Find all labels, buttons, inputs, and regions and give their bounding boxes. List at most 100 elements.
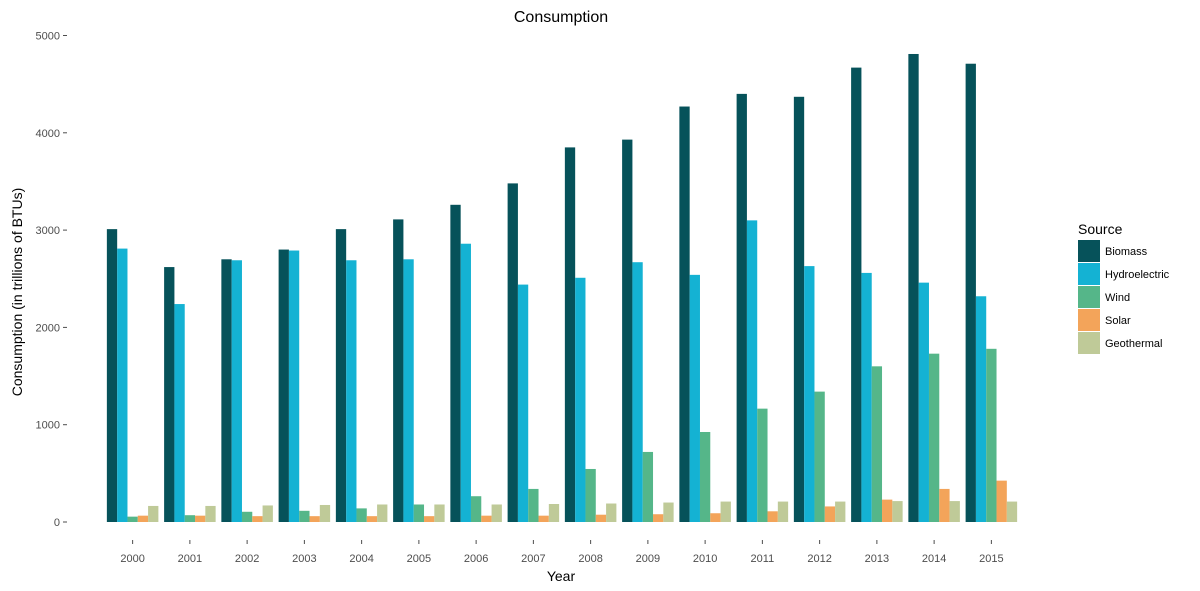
bar-wind-2015 bbox=[986, 348, 997, 522]
bar-geothermal-2005 bbox=[434, 504, 445, 522]
legend-label-biomass: Biomass bbox=[1105, 246, 1148, 258]
bar-solar-2003 bbox=[309, 516, 320, 522]
bar-biomass-2007 bbox=[507, 183, 518, 522]
bar-biomass-2002 bbox=[221, 259, 232, 522]
y-tick-label: 5000 bbox=[36, 31, 60, 43]
bar-hydroelectric-2002 bbox=[231, 260, 242, 522]
x-tick-label: 2000 bbox=[120, 553, 144, 565]
bar-wind-2013 bbox=[871, 366, 883, 522]
bar-wind-2003 bbox=[299, 510, 310, 522]
bar-geothermal-2010 bbox=[720, 501, 731, 522]
bar-solar-2002 bbox=[252, 516, 263, 522]
bar-hydroelectric-2006 bbox=[460, 243, 471, 523]
bar-solar-2007 bbox=[538, 515, 549, 522]
bar-biomass-2011 bbox=[736, 93, 747, 522]
bar-biomass-2015 bbox=[965, 63, 976, 522]
bar-geothermal-2006 bbox=[491, 504, 502, 522]
bar-geothermal-2009 bbox=[663, 502, 674, 522]
legend-label-wind: Wind bbox=[1105, 292, 1130, 304]
bar-wind-2008 bbox=[585, 468, 596, 522]
bar-geothermal-2000 bbox=[148, 505, 159, 522]
bar-hydroelectric-2009 bbox=[632, 262, 643, 522]
bar-biomass-2009 bbox=[622, 139, 633, 522]
legend-title: Source bbox=[1078, 221, 1123, 237]
bar-wind-2004 bbox=[356, 508, 367, 522]
bar-biomass-2005 bbox=[393, 219, 404, 522]
y-tick-label: 2000 bbox=[36, 322, 60, 334]
bar-hydroelectric-2011 bbox=[746, 220, 758, 522]
bar-solar-2011 bbox=[767, 511, 778, 522]
bar-geothermal-2011 bbox=[777, 501, 789, 522]
bar-hydroelectric-2007 bbox=[517, 284, 529, 522]
bar-geothermal-2002 bbox=[262, 505, 273, 522]
bar-solar-2000 bbox=[137, 515, 149, 522]
legend-key-wind bbox=[1078, 286, 1100, 308]
bar-solar-2013 bbox=[882, 499, 893, 522]
bar-wind-2011 bbox=[757, 408, 768, 522]
bar-solar-2004 bbox=[366, 516, 378, 522]
bar-solar-2001 bbox=[195, 515, 206, 522]
bar-hydroelectric-2005 bbox=[403, 259, 414, 522]
bar-hydroelectric-2012 bbox=[804, 266, 815, 522]
legend-label-hydroelectric: Hydroelectric bbox=[1105, 269, 1170, 281]
bar-wind-2007 bbox=[528, 488, 539, 522]
chart-title: Consumption bbox=[514, 9, 608, 26]
bar-hydroelectric-2014 bbox=[918, 282, 929, 522]
bar-geothermal-2015 bbox=[1006, 501, 1018, 522]
bar-geothermal-2003 bbox=[319, 504, 331, 522]
x-tick-label: 2004 bbox=[349, 553, 373, 565]
legend-key-hydroelectric bbox=[1078, 263, 1100, 285]
bar-geothermal-2008 bbox=[606, 503, 617, 522]
bar-biomass-2008 bbox=[564, 147, 576, 522]
x-tick-label: 2015 bbox=[979, 553, 1003, 565]
bars-layer bbox=[106, 53, 1018, 523]
x-tick-label: 2007 bbox=[521, 553, 545, 565]
y-tick-label: 4000 bbox=[36, 128, 60, 140]
bar-geothermal-2014 bbox=[949, 501, 960, 522]
bar-wind-2001 bbox=[184, 515, 196, 522]
x-tick-label: 2002 bbox=[235, 553, 259, 565]
bar-geothermal-2013 bbox=[892, 501, 903, 522]
bar-geothermal-2004 bbox=[377, 504, 388, 522]
bar-hydroelectric-2000 bbox=[117, 248, 128, 522]
x-tick-label: 2012 bbox=[807, 553, 831, 565]
bar-wind-2005 bbox=[413, 504, 425, 522]
legend-label-solar: Solar bbox=[1105, 315, 1131, 327]
x-axis: 2000 2001 2002 2003 2004 2005 2006 2007 2008 2009… bbox=[120, 540, 1004, 565]
bar-solar-2015 bbox=[996, 480, 1007, 522]
bar-wind-2006 bbox=[470, 496, 482, 522]
y-axis-title: Consumption (in trillions of BTUs) bbox=[9, 188, 25, 397]
bar-biomass-2004 bbox=[335, 229, 347, 522]
y-axis: 0 1000 2000 3000 4000 5000 bbox=[36, 31, 67, 529]
bar-biomass-2012 bbox=[793, 96, 805, 522]
legend-key-biomass bbox=[1078, 240, 1100, 262]
legend: Source Biomass Hydroelectric Wind Solar Geot… bbox=[1078, 221, 1170, 354]
x-tick-label: 2011 bbox=[751, 553, 775, 565]
legend-key-geothermal bbox=[1078, 332, 1100, 354]
bar-solar-2005 bbox=[424, 516, 435, 522]
x-tick-label: 2005 bbox=[407, 553, 431, 565]
bar-biomass-2013 bbox=[851, 67, 862, 522]
x-tick-label: 2006 bbox=[464, 553, 488, 565]
y-tick-label: 1000 bbox=[36, 420, 60, 432]
bar-biomass-2006 bbox=[450, 204, 461, 522]
y-tick-label: 3000 bbox=[36, 225, 60, 237]
bar-hydroelectric-2008 bbox=[575, 277, 586, 522]
bar-solar-2010 bbox=[710, 513, 721, 522]
bar-solar-2006 bbox=[481, 515, 492, 522]
bar-geothermal-2001 bbox=[205, 505, 216, 522]
bar-hydroelectric-2001 bbox=[174, 304, 185, 522]
x-tick-label: 2013 bbox=[865, 553, 889, 565]
bar-hydroelectric-2003 bbox=[288, 250, 300, 522]
bar-solar-2012 bbox=[824, 506, 836, 522]
bar-biomass-2014 bbox=[908, 53, 919, 522]
bar-hydroelectric-2010 bbox=[689, 274, 700, 522]
bar-biomass-2001 bbox=[164, 267, 175, 522]
bar-biomass-2000 bbox=[106, 229, 118, 522]
bar-solar-2008 bbox=[595, 514, 607, 522]
bar-wind-2012 bbox=[814, 391, 825, 522]
bar-solar-2009 bbox=[653, 514, 664, 522]
legend-key-solar bbox=[1078, 309, 1100, 331]
legend-label-geothermal: Geothermal bbox=[1105, 338, 1162, 350]
